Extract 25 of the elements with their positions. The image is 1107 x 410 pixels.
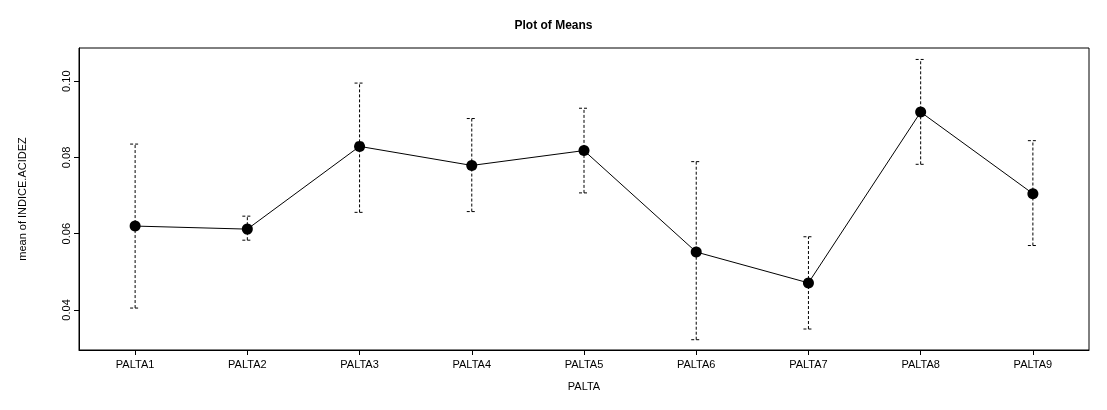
x-tick-label: PALTA1 bbox=[115, 357, 155, 370]
x-tick-label: PALTA9 bbox=[1013, 357, 1053, 370]
y-tick-label: 0.10 bbox=[59, 70, 72, 92]
y-tick-label: 0.04 bbox=[59, 299, 72, 321]
x-tick-label: PALTA6 bbox=[676, 357, 716, 370]
point bbox=[466, 159, 478, 171]
x-tick-label: PALTA8 bbox=[901, 357, 940, 370]
point bbox=[802, 277, 814, 289]
x-tick-label: PALTA7 bbox=[789, 357, 828, 370]
x-tick-label: PALTA4 bbox=[452, 357, 492, 370]
y-tick-label: 0.06 bbox=[59, 222, 72, 245]
x-tick-label: PALTA2 bbox=[228, 357, 267, 370]
point bbox=[241, 223, 253, 235]
y-tick-label: 0.08 bbox=[59, 146, 72, 169]
point bbox=[354, 140, 366, 152]
point bbox=[129, 220, 141, 232]
point bbox=[915, 106, 927, 118]
x-axis-title: PALTA bbox=[567, 379, 601, 392]
y-axis-title: mean of INDICE.ACIDEZ bbox=[15, 136, 28, 261]
x-tick-label: PALTA3 bbox=[340, 357, 379, 370]
x-tick-label: PALTA5 bbox=[564, 357, 604, 370]
point bbox=[690, 246, 702, 258]
point bbox=[578, 145, 590, 157]
chart-title: Plot of Means bbox=[514, 18, 593, 32]
point bbox=[1027, 188, 1039, 200]
